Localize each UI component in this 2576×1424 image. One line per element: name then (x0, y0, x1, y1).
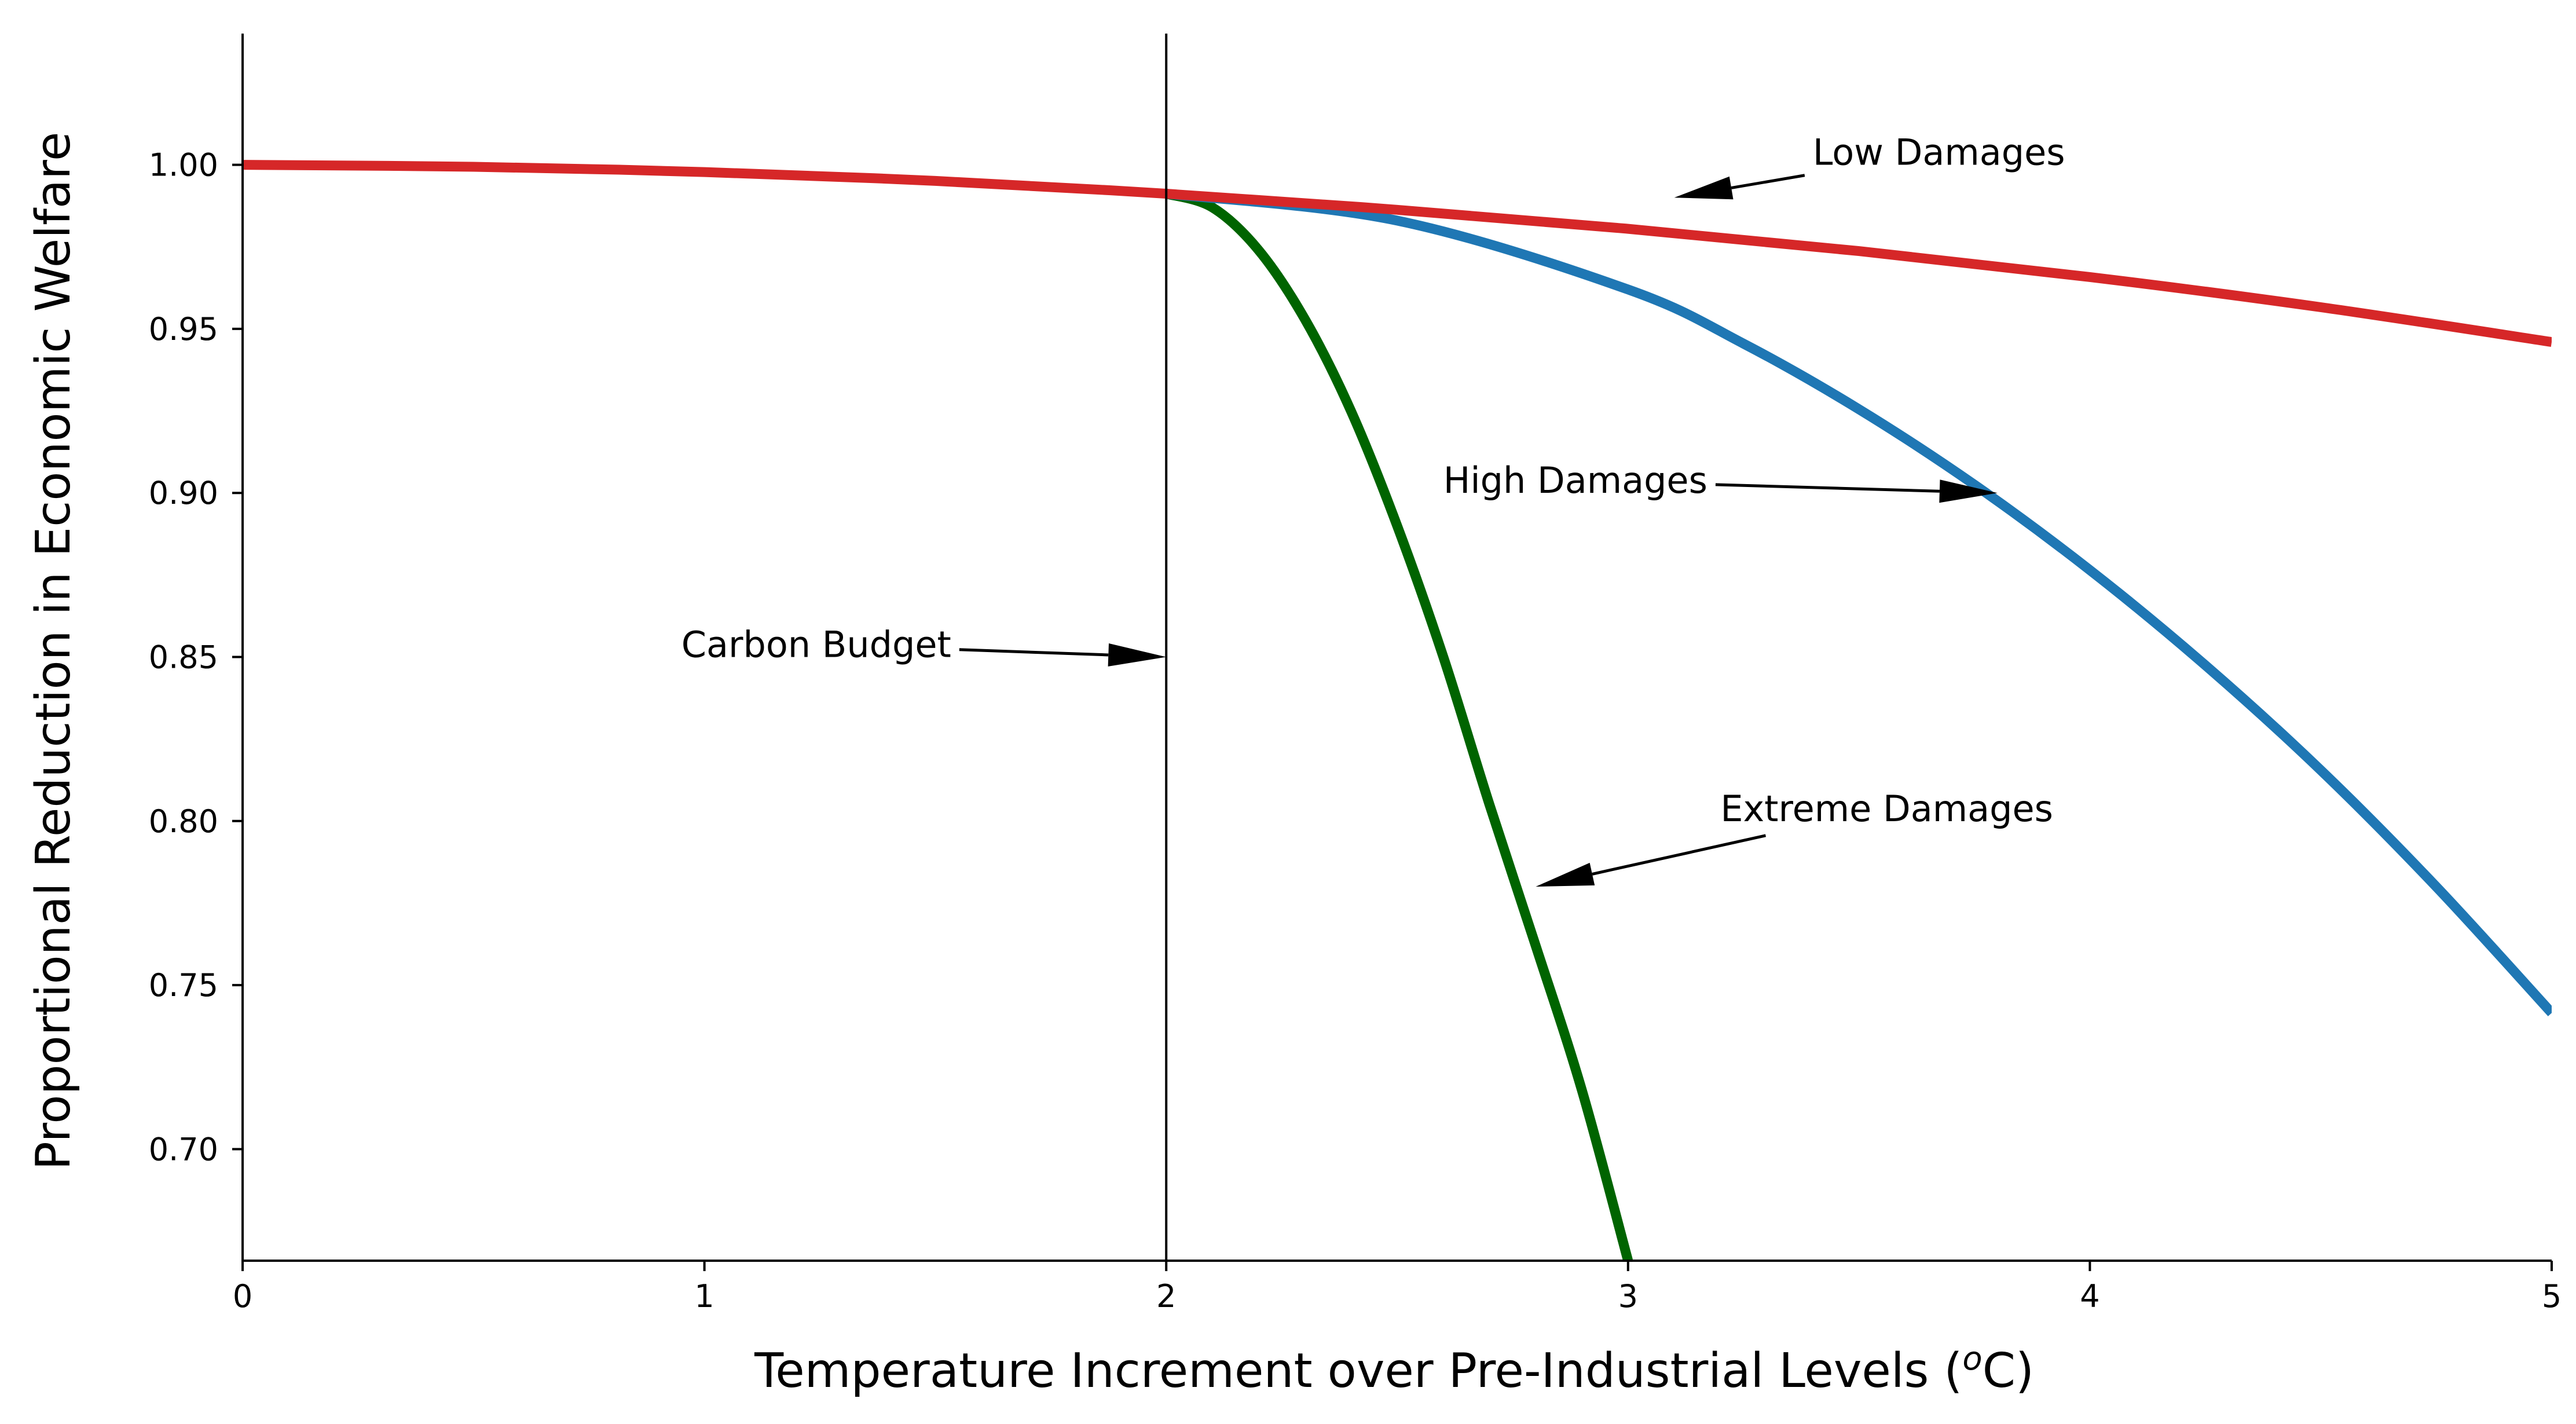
annotation-arrow-shaft (1592, 834, 1767, 876)
y-tick-label: 0.95 (149, 311, 218, 347)
annotation-arrow-head (1674, 176, 1734, 200)
x-axis-title-superscript: o (1962, 1340, 1982, 1378)
y-tick-label: 1.00 (149, 147, 218, 184)
annotations: Carbon Budget High Damages Low Damages Extr… (681, 131, 2065, 887)
y-tick-label: 0.90 (149, 475, 218, 511)
annotation-low-damages: Low Damages (1813, 131, 2065, 174)
y-axis-title: Proportional Reduction in Economic Welfa… (26, 132, 81, 1170)
annotation-extreme-damages: Extreme Damages (1720, 788, 2053, 830)
annotation-arrow-shaft (1715, 483, 1940, 493)
x-axis-title-suffix: C) (1983, 1344, 2034, 1399)
y-tick-label: 0.80 (149, 803, 218, 840)
y-tick-label: 0.85 (149, 639, 218, 675)
annotation-carbon-budget: Carbon Budget (681, 623, 951, 665)
x-axis-title-main: Temperature Increment over Pre-Industria… (754, 1344, 1962, 1399)
y-tick-label: 0.70 (149, 1131, 218, 1167)
annotation-arrow-shaft (959, 648, 1109, 657)
axes: 0 1 2 3 4 5 0.70 0.75 0.80 0.85 0.90 0.95 1.00 (149, 34, 2562, 1315)
series-line-low-damages (243, 160, 2552, 347)
x-tick-label: 2 (1156, 1278, 1176, 1315)
y-tick-label: 0.75 (149, 967, 218, 1004)
x-tick-label: 1 (694, 1278, 714, 1315)
x-tick-label: 3 (1618, 1278, 1638, 1315)
x-tick-label: 0 (233, 1278, 252, 1315)
annotation-high-damages: High Damages (1443, 459, 1707, 501)
annotation-arrow-head (1939, 479, 1998, 503)
x-axis-title: Temperature Increment over Pre-Industria… (754, 1340, 2034, 1399)
plot-lines (243, 160, 2552, 1261)
series-line-high-damages (1166, 189, 2552, 1016)
annotation-arrow-head (1536, 862, 1595, 887)
x-tick-label: 4 (2080, 1278, 2099, 1315)
x-tick-label: 5 (2542, 1278, 2562, 1315)
annotation-arrow-head (1108, 643, 1167, 667)
series-line-extreme-damages (1164, 189, 1633, 1261)
annotation-arrow-shaft (1731, 174, 1805, 189)
